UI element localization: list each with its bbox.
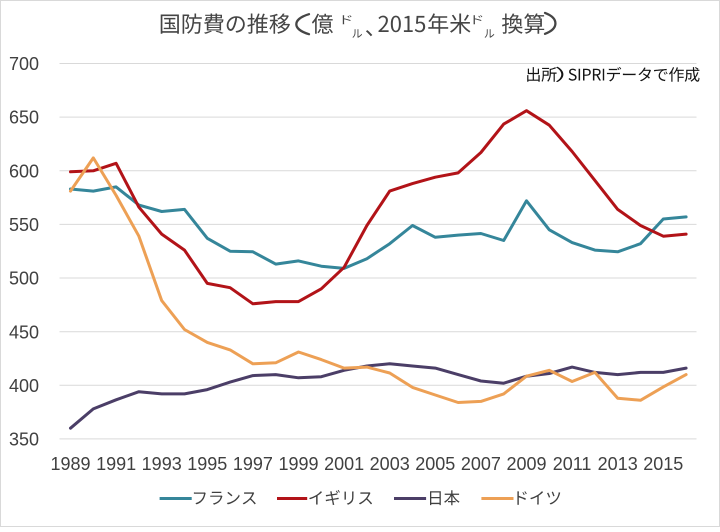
svg-text:2001: 2001 [324,454,364,474]
svg-text:650: 650 [9,108,39,128]
svg-text:2005: 2005 [415,454,455,474]
svg-text:550: 550 [9,215,39,235]
svg-text:1993: 1993 [142,454,182,474]
svg-text:2015: 2015 [643,454,683,474]
svg-text:400: 400 [9,376,39,396]
svg-text:1991: 1991 [96,454,136,474]
svg-text:2003: 2003 [370,454,410,474]
svg-text:1999: 1999 [278,454,318,474]
svg-text:1997: 1997 [233,454,273,474]
svg-text:1989: 1989 [50,454,90,474]
svg-text:500: 500 [9,269,39,289]
svg-text:1995: 1995 [187,454,227,474]
svg-text:2013: 2013 [598,454,638,474]
svg-text:700: 700 [9,54,39,74]
svg-text:2007: 2007 [461,454,501,474]
svg-text:450: 450 [9,322,39,342]
svg-text:600: 600 [9,161,39,181]
svg-text:2011: 2011 [553,454,592,474]
svg-text:2009: 2009 [506,454,546,474]
svg-text:350: 350 [9,430,39,450]
